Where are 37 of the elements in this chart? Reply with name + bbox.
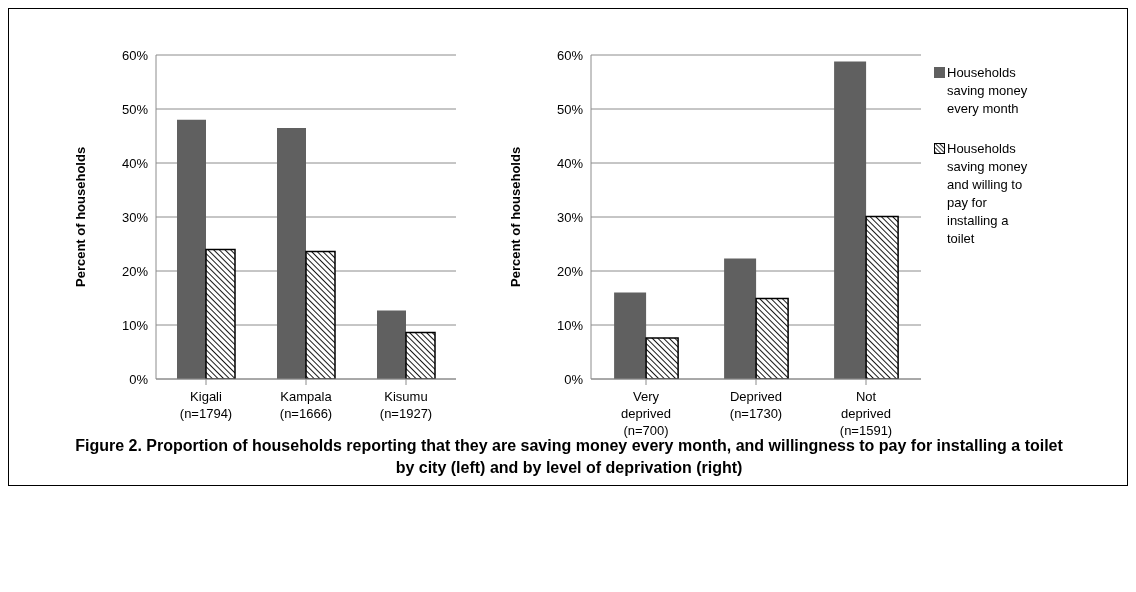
text: Households saving money and willing to pay for installing a toilet [947, 140, 1029, 248]
y-tick-label: 50% [556, 101, 584, 117]
bar [405, 331, 436, 379]
bar [177, 119, 206, 379]
y-tick-label: 10% [121, 317, 149, 333]
bar [377, 310, 406, 379]
bar [865, 215, 899, 379]
y-tick-label: 30% [556, 209, 584, 225]
bar [277, 127, 306, 379]
y-tick-label: 10% [556, 317, 584, 333]
y-tick-label: 40% [121, 155, 149, 171]
bar [834, 61, 867, 379]
bar [305, 250, 336, 379]
legend-label: Households saving money every month [947, 64, 1029, 118]
y-tick-label: 20% [121, 263, 149, 279]
bar [645, 337, 679, 379]
bar [614, 292, 647, 379]
bar [755, 297, 789, 379]
y-tick-label: 60% [121, 47, 149, 63]
x-tick-label: Deprived (n=1730) [729, 389, 783, 421]
y-tick-label: 60% [556, 47, 584, 63]
y-tick-label: 50% [121, 101, 149, 117]
x-tick-label: Very deprived (n=700) [621, 389, 671, 438]
bar [724, 258, 757, 379]
y-tick-label: 30% [121, 209, 149, 225]
x-tick-label: Kisumu (n=1927) [379, 389, 433, 421]
caption: Figure 2. Proportion of households reporting that they are saving money every month, and willingness to pay for installing a toilet by city (left) and by level of deprivation (right) [74, 437, 1064, 478]
x-tick-label: Kigali (n=1794) [179, 389, 233, 421]
y-tick-label: 0% [564, 371, 584, 387]
x-tick-label: Not deprived (n=1591) [839, 389, 893, 438]
y-tick-label: 20% [556, 263, 584, 279]
bar [205, 248, 236, 379]
y-tick-label: 40% [556, 155, 584, 171]
y-axis-title: Percent of households [507, 146, 523, 287]
y-tick-label: 0% [129, 371, 149, 387]
y-axis-title: Percent of households [72, 146, 88, 287]
x-tick-label: Kampala (n=1666) [279, 389, 333, 421]
